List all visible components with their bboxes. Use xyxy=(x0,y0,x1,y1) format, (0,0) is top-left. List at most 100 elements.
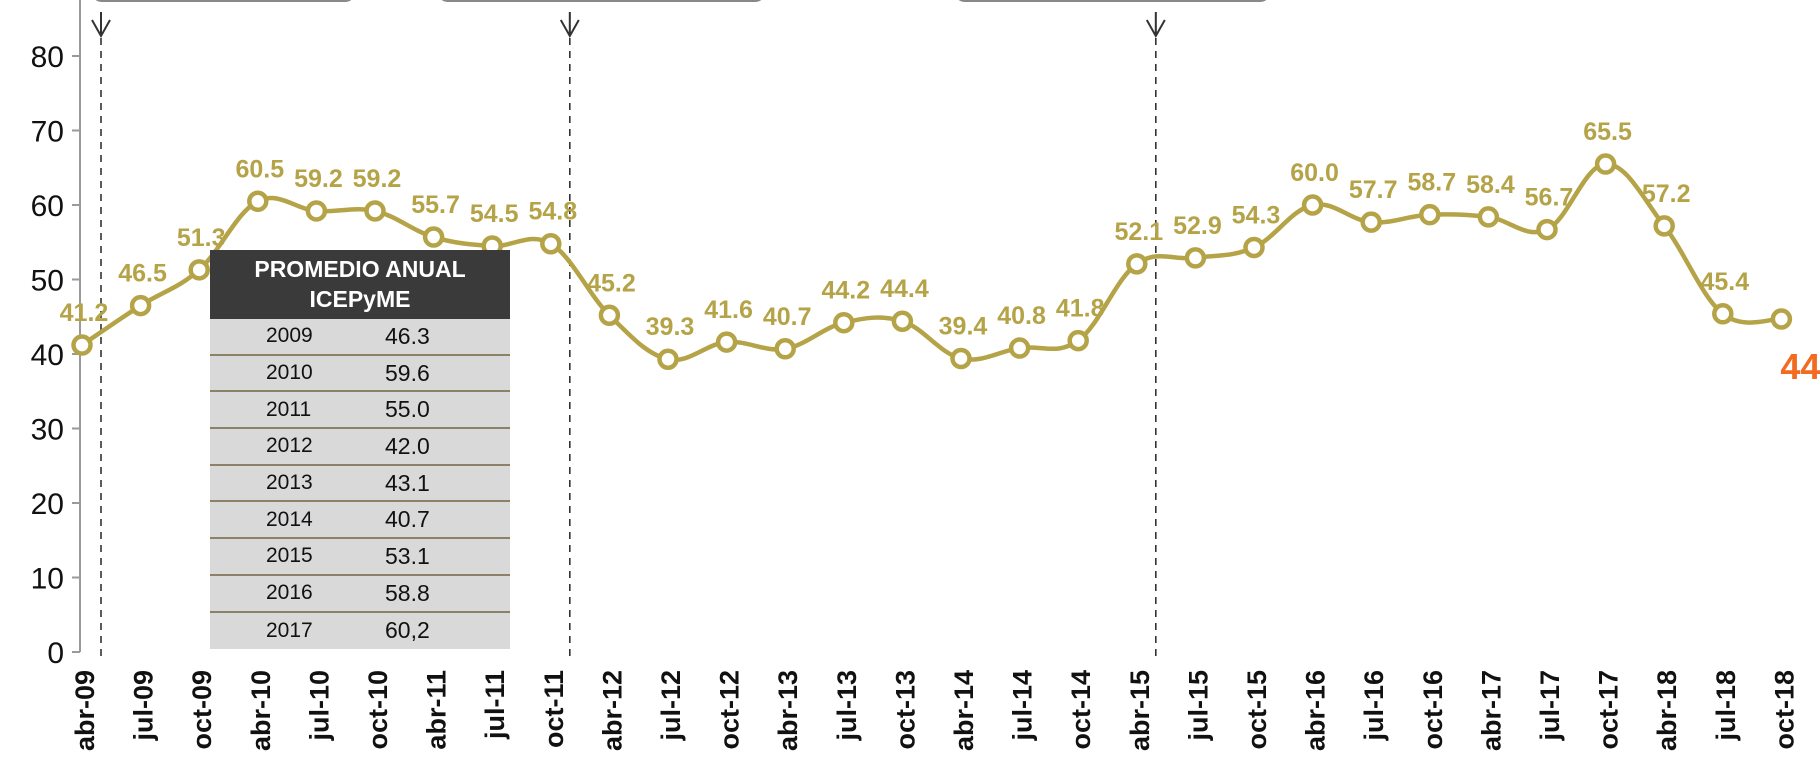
data-label: 60.5 xyxy=(235,155,284,183)
annual-average-table: PROMEDIO ANUAL ICEPyME 2009 46.3 2010 59.6 2… xyxy=(210,250,510,650)
x-tick-label: jul-14 xyxy=(1008,670,1038,742)
data-label: 65.5 xyxy=(1583,118,1632,146)
data-labels: 41.2 46.5 51.3 60.5 59.2 59.2 55.7 54.5 54.8 45.2… xyxy=(60,118,1820,387)
x-tick-label: jul-09 xyxy=(129,670,159,742)
data-label: 60.0 xyxy=(1290,159,1339,187)
data-point xyxy=(364,200,386,222)
data-label: 39.4 xyxy=(939,312,988,340)
data-point xyxy=(1126,253,1148,275)
data-point xyxy=(1536,218,1558,241)
arrow-down-icon xyxy=(1145,12,1166,39)
x-tick-label: jul-16 xyxy=(1359,670,1389,742)
arrow-down-icon xyxy=(91,12,111,39)
x-tick-label: abr-09 xyxy=(70,670,100,751)
table-year: 2015 xyxy=(266,544,313,568)
y-tick-label: 80 xyxy=(31,41,64,74)
x-tick-label: abr-10 xyxy=(246,670,276,751)
data-point xyxy=(1008,337,1031,359)
table-year: 2013 xyxy=(266,471,313,495)
data-point xyxy=(188,259,210,281)
table-row: 2017 60,2 xyxy=(210,612,510,650)
x-tick-label: oct-10 xyxy=(363,670,393,750)
x-tick-label: oct-17 xyxy=(1594,670,1624,750)
data-point xyxy=(657,348,679,370)
data-label: 45.2 xyxy=(587,269,636,297)
table-value: 55.0 xyxy=(385,396,430,423)
y-tick-label: 0 xyxy=(47,637,64,670)
table-value: 43.1 xyxy=(385,469,430,496)
data-point xyxy=(891,310,914,332)
data-point xyxy=(247,190,269,213)
x-tick-label: jul-17 xyxy=(1535,670,1565,742)
x-tick-label: oct-11 xyxy=(539,670,569,748)
table-value: 53.1 xyxy=(385,542,430,569)
data-label: 57.2 xyxy=(1642,180,1691,208)
x-tick-label: abr-13 xyxy=(773,670,803,751)
data-point xyxy=(129,294,152,317)
y-axis: 0 10 20 30 40 50 60 70 80 xyxy=(31,0,81,670)
data-point xyxy=(71,334,93,356)
x-tick-label: abr-14 xyxy=(949,670,979,751)
table-year: 2009 xyxy=(266,324,313,348)
x-tick-label: oct-14 xyxy=(1066,670,1096,750)
y-tick-label: 40 xyxy=(31,339,64,372)
callout-box xyxy=(958,0,1267,2)
table-body: 2009 46.3 2010 59.6 2011 55.0 2012 42.0 2013 43.1… xyxy=(210,319,510,650)
table-year: 2011 xyxy=(266,397,312,421)
data-point xyxy=(715,331,738,353)
data-point xyxy=(1360,211,1382,233)
data-point xyxy=(1184,247,1207,269)
data-label: 54.3 xyxy=(1232,201,1281,229)
x-tick-label: oct-18 xyxy=(1769,670,1799,750)
data-label: 58.4 xyxy=(1466,171,1515,199)
data-point xyxy=(950,347,972,370)
table-year: 2012 xyxy=(266,434,313,458)
table-row: 2014 40.7 xyxy=(210,502,510,540)
data-point xyxy=(1067,329,1089,352)
data-point xyxy=(1243,236,1265,259)
data-label: 54.8 xyxy=(528,198,577,226)
data-point xyxy=(540,232,562,255)
table-row: 2009 46.3 xyxy=(210,319,510,356)
data-point xyxy=(833,311,855,334)
data-point xyxy=(598,304,621,327)
y-tick-label: 20 xyxy=(31,488,64,521)
x-tick-label: oct-12 xyxy=(715,670,745,750)
data-point xyxy=(774,338,796,360)
y-tick-label: 60 xyxy=(31,190,64,223)
table-row: 2015 53.1 xyxy=(210,539,510,576)
x-tick-label: oct-13 xyxy=(890,670,920,750)
x-axis: abr-09 jul-09 oct-09 abr-10 jul-10 oct-10 abr-… xyxy=(70,670,1799,751)
x-tick-label: abr-15 xyxy=(1125,670,1155,751)
x-tick-label: abr-11 xyxy=(422,670,452,750)
data-label: 39.3 xyxy=(646,313,695,341)
data-point xyxy=(1419,203,1441,226)
table-value: 40.7 xyxy=(385,506,430,533)
data-label: 58.7 xyxy=(1407,169,1456,197)
data-label: 56.7 xyxy=(1525,184,1574,212)
table-value: 58.8 xyxy=(385,579,430,606)
data-label: 54.5 xyxy=(470,200,519,228)
data-label: 52.1 xyxy=(1114,218,1163,246)
table-row: 2013 43.1 xyxy=(210,465,510,503)
data-point xyxy=(1712,303,1734,325)
table-row: 2011 55.0 xyxy=(210,392,510,430)
table-header: PROMEDIO ANUAL ICEPyME xyxy=(210,250,510,319)
table-year: 2017 xyxy=(266,618,313,642)
data-label: 51.3 xyxy=(177,224,226,252)
data-point xyxy=(305,200,328,222)
y-tick-label: 30 xyxy=(31,414,64,447)
x-tick-label: jul-11 xyxy=(480,670,510,740)
data-label: 45.4 xyxy=(1700,268,1749,296)
table-year: 2010 xyxy=(266,361,313,385)
data-label: 40.8 xyxy=(997,302,1046,330)
data-point xyxy=(1770,308,1793,330)
data-label: 46.5 xyxy=(118,260,167,288)
data-point xyxy=(1301,194,1324,216)
arrow-down-icon xyxy=(559,12,580,39)
table-value: 46.3 xyxy=(385,322,430,349)
data-point xyxy=(1477,206,1500,228)
table-year: 2014 xyxy=(266,507,313,531)
x-tick-label: abr-12 xyxy=(597,670,627,751)
